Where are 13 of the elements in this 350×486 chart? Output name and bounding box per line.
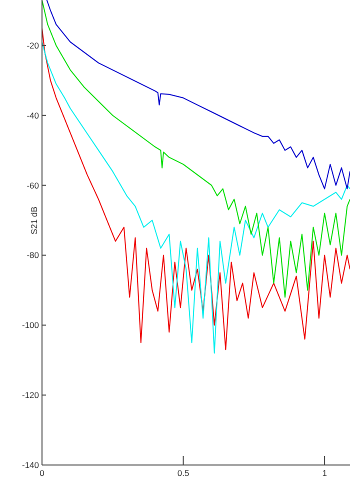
line-series bbox=[42, 0, 350, 298]
x-tick-label: 1 bbox=[322, 468, 328, 478]
x-tick-label: 0.5 bbox=[177, 468, 190, 478]
y-tick-label: -40 bbox=[26, 110, 40, 120]
x-tick-label: 0 bbox=[40, 468, 45, 478]
y-tick-label: -100 bbox=[22, 320, 40, 330]
y-axis-title: S21 dB bbox=[29, 206, 39, 234]
line-series bbox=[46, 0, 350, 190]
y-tick-label: -140 bbox=[22, 460, 40, 470]
y-tick-label: -20 bbox=[26, 40, 40, 50]
y-tick-label: -80 bbox=[26, 250, 40, 260]
y-tick-label: -120 bbox=[22, 390, 40, 400]
y-tick-label: -60 bbox=[26, 180, 40, 190]
